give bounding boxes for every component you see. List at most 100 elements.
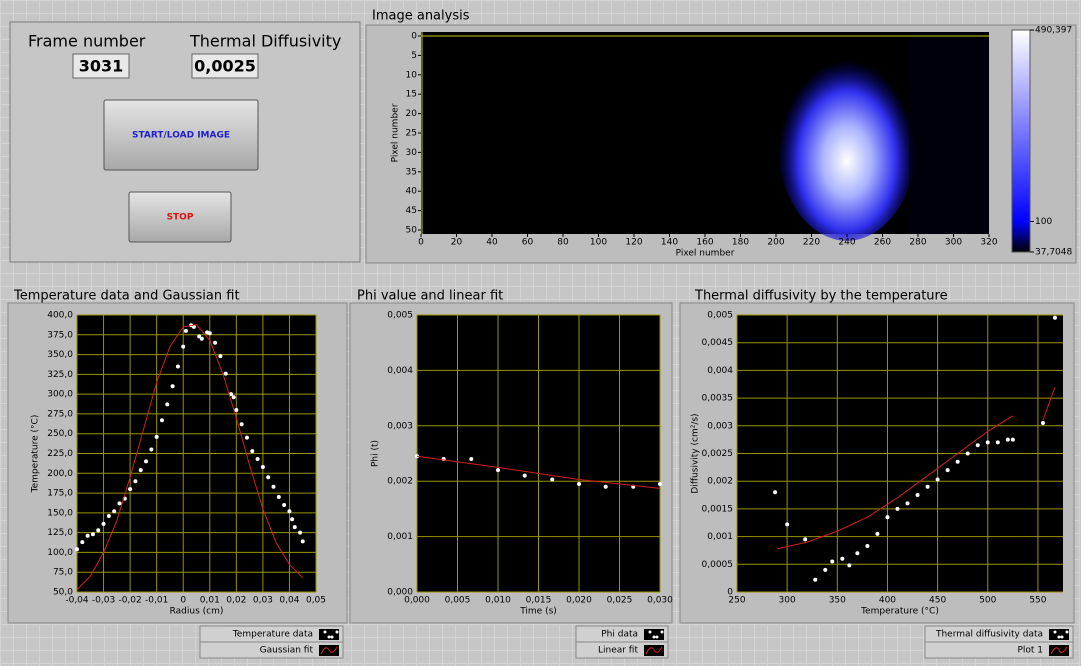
data-point [287,509,292,514]
x-tick-label: 500 [979,596,996,606]
data-point [260,464,265,469]
data-point [875,531,880,536]
data-point [266,475,271,480]
chart-title: Image analysis [372,9,470,24]
data-point [271,484,276,489]
stop-button-label[interactable]: STOP [167,213,194,223]
data-point [106,514,111,519]
data-point [231,395,236,400]
data-point [181,344,186,349]
y-tick-label: 0,003 [707,421,733,431]
legend-swatch [644,629,664,640]
y-tick-label: 25 [406,129,417,139]
legend-marker [1060,635,1064,639]
fit-line [776,386,1056,550]
legend-marker [660,630,664,634]
x-tick-label: 0,000 [404,596,430,606]
y-tick-label: 35 [406,167,417,177]
fit-line [416,455,661,489]
data-point [159,418,164,423]
x-axis-label: Time (s) [519,607,557,617]
y-tick-label: 5 [411,51,417,61]
data-point [154,434,159,439]
data-point [165,402,170,407]
y-tick-label: 0,0025 [702,449,734,459]
y-axis-label: Temperature (°C) [31,415,41,494]
start-button-face[interactable] [103,99,259,171]
x-tick-label: 550 [1029,596,1046,606]
data-point [785,522,790,527]
data-point [803,537,808,542]
z-tick-label: 100 [1035,217,1052,227]
data-point [830,559,835,564]
x-tick-label: 0,05 [306,596,326,606]
legend-marker [655,635,659,639]
data-point [298,530,303,535]
y-tick-label: 375,0 [47,330,73,340]
image-region [777,40,917,241]
legend-swatch [1049,629,1069,640]
data-point [112,509,117,514]
legend-marker [648,630,652,634]
data-point [1052,315,1057,320]
x-tick-label: -0,02 [118,596,141,606]
x-tick-label: 0,020 [566,596,592,606]
x-tick-label: -0,04 [65,596,89,606]
x-tick-label: 0 [418,238,424,248]
data-point [234,407,239,412]
y-tick-label: 0,000 [387,588,413,598]
data-point [149,447,154,452]
data-point [935,477,940,482]
y-tick-label: 45 [406,206,417,216]
legend-marker [323,630,327,634]
y-tick-label: 0,002 [387,477,413,487]
legend-marker [1057,635,1061,639]
diffusivity-box [191,53,259,79]
x-tick-label: 300 [945,238,962,248]
data-point [865,544,870,549]
x-tick-label: -0,01 [145,596,168,606]
data-point [415,454,419,459]
x-tick-label: 250 [728,596,745,606]
y-tick-label: 50,0 [53,588,73,598]
data-point [1040,421,1045,426]
x-tick-label: 100 [590,238,607,248]
z-tick-label: 490,397 [1035,26,1072,36]
legend-line [1050,646,1068,655]
start-button-label[interactable]: START/LOAD IMAGE [132,131,230,141]
y-tick-label: 225,0 [47,449,73,459]
x-tick-label: 320 [980,238,997,248]
y-tick-label: 0,004 [707,366,733,376]
x-tick-label: 280 [909,238,926,248]
data-point [183,328,188,333]
stop-button-face[interactable] [128,191,232,243]
data-point [550,477,555,482]
stop-button[interactable]: STOP [128,191,232,243]
data-point [197,334,202,339]
data-point [1005,437,1010,442]
data-point [995,440,1000,445]
diffusivity-label: Thermal Diffusivity [189,32,341,51]
y-tick-label: 50 [406,226,418,236]
x-tick-label: 0,005 [445,596,471,606]
data-point [85,533,90,538]
x-tick-label: 0,030 [647,596,673,606]
y-axis-label: Diffusivity (cm²/s) [691,413,701,493]
data-point [840,556,845,561]
y-tick-label: 0,001 [707,532,733,542]
legend-marker [652,635,656,639]
start-button[interactable]: START/LOAD IMAGE [103,99,259,171]
y-axis-label: Pixel number [391,103,401,162]
data-point [955,459,960,464]
legend-marker [335,630,339,634]
y-tick-label: 150,0 [47,508,73,518]
data-point [290,517,295,522]
x-tick-label: 80 [557,238,569,248]
x-tick-label: 350 [829,596,846,606]
y-tick-label: 400,0 [47,311,73,321]
frame-box [72,53,130,79]
x-axis-label: Pixel number [676,249,735,259]
data-point [300,539,305,544]
y-tick-label: 20 [406,109,418,119]
